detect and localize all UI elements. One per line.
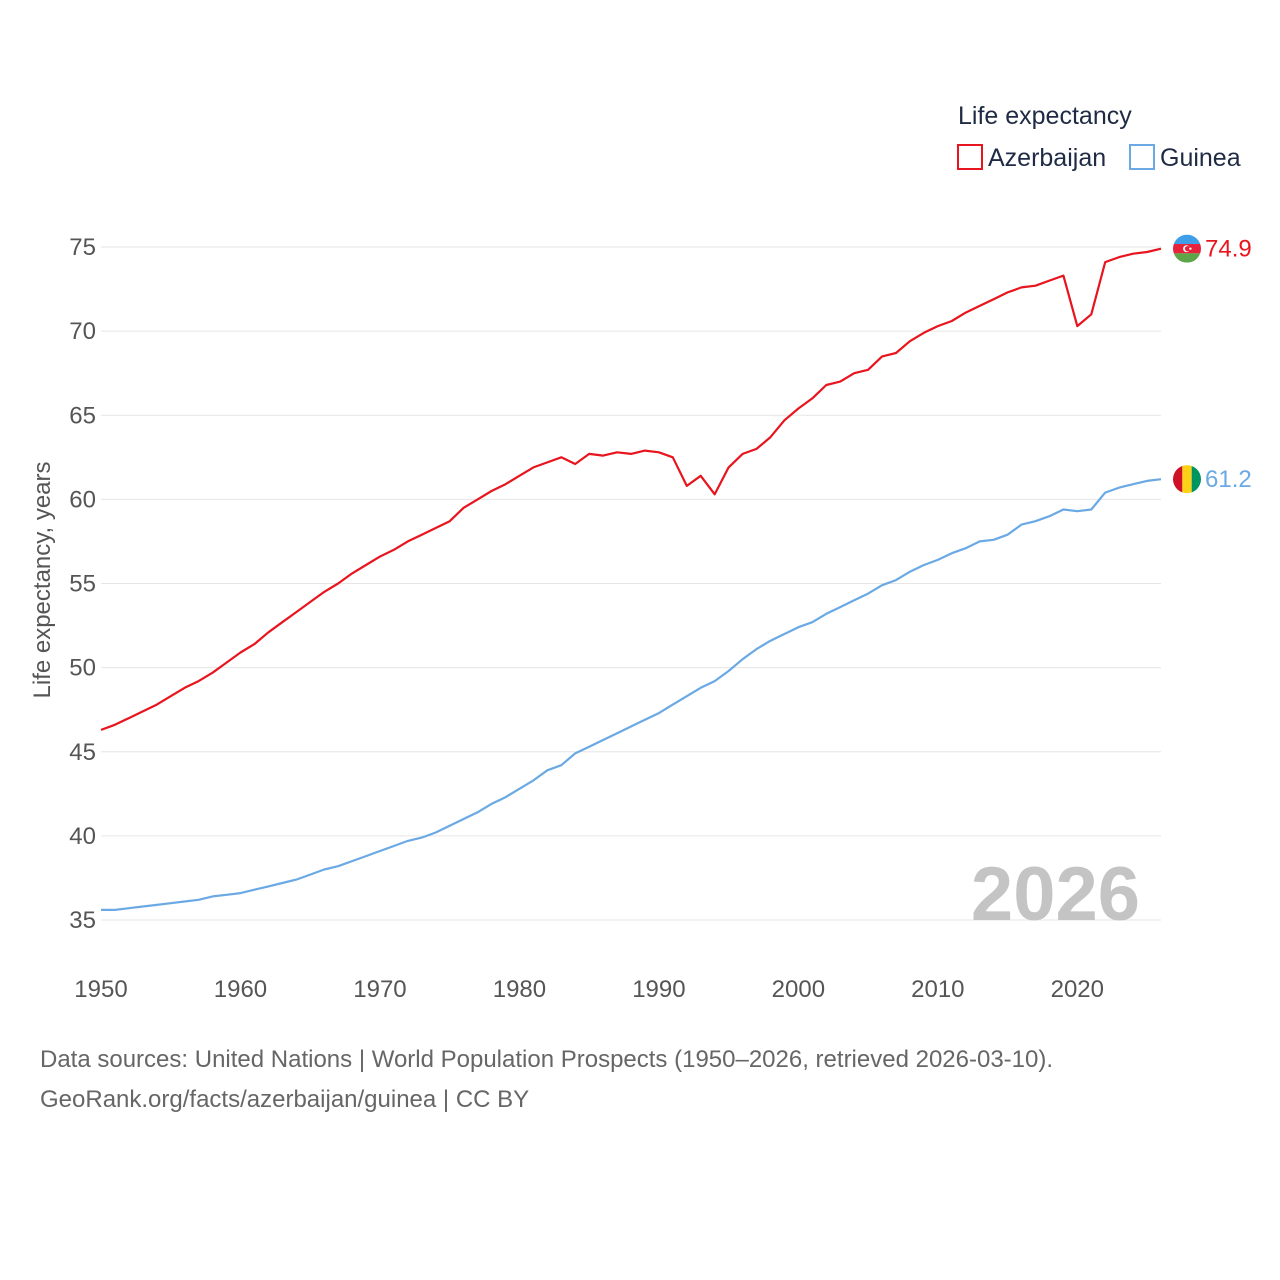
y-tick-label: 35 (69, 907, 96, 934)
line-chart: Life expectancy Azerbaijan Guinea Life e… (29, 102, 1252, 1003)
legend-label-guinea: Guinea (1160, 144, 1241, 172)
x-tick-label: 1980 (493, 976, 546, 1003)
end-label-azerbaijan: 74.9 (1205, 236, 1252, 263)
x-tick-label: 1960 (214, 976, 267, 1003)
legend-title: Life expectancy (958, 102, 1132, 130)
x-tick-label: 1950 (74, 976, 127, 1003)
x-tick-label: 1970 (353, 976, 406, 1003)
series-line-azerbaijan (100, 247, 1162, 731)
series-lines (100, 247, 1162, 912)
x-tick-label: 2000 (772, 976, 825, 1003)
x-tick-label: 2010 (911, 976, 964, 1003)
y-tick-label: 55 (69, 571, 96, 598)
data-source-text: Data sources: United Nations | World Pop… (40, 1046, 1054, 1073)
end-label-guinea: 61.2 (1205, 466, 1252, 493)
y-tick-label: 50 (69, 655, 96, 682)
x-tick-label: 1990 (632, 976, 685, 1003)
legend-label-azerbaijan: Azerbaijan (988, 144, 1106, 172)
gridlines (101, 246, 1161, 921)
y-axis-label: Life expectancy, years (29, 461, 56, 698)
x-tick-label: 2020 (1051, 976, 1104, 1003)
series-line-guinea (101, 478, 1162, 912)
y-axis-ticks: 35 40 45 50 55 60 65 70 75 (69, 234, 96, 934)
credit-text: GeoRank.org/facts/azerbaijan/guinea | CC… (40, 1086, 530, 1113)
azerbaijan-flag-icon (1173, 234, 1201, 263)
legend-swatch-guinea (1129, 144, 1155, 170)
y-tick-label: 75 (69, 234, 96, 261)
source-footer: Data sources: United Nations | World Pop… (40, 1040, 1260, 1120)
y-tick-label: 45 (69, 739, 96, 766)
legend-swatch-azerbaijan (957, 144, 983, 170)
legend-item-guinea[interactable]: Guinea (1129, 144, 1241, 172)
guinea-flag-icon (1173, 465, 1201, 494)
y-tick-label: 40 (69, 823, 96, 850)
legend-item-azerbaijan[interactable]: Azerbaijan (957, 144, 1106, 172)
y-tick-label: 65 (69, 402, 96, 429)
x-axis-ticks: 1950 1960 1970 1980 1990 2000 2010 2020 (74, 976, 1104, 1003)
year-watermark: 2026 (971, 852, 1140, 937)
y-tick-label: 70 (69, 318, 96, 345)
y-tick-label: 60 (69, 486, 96, 513)
